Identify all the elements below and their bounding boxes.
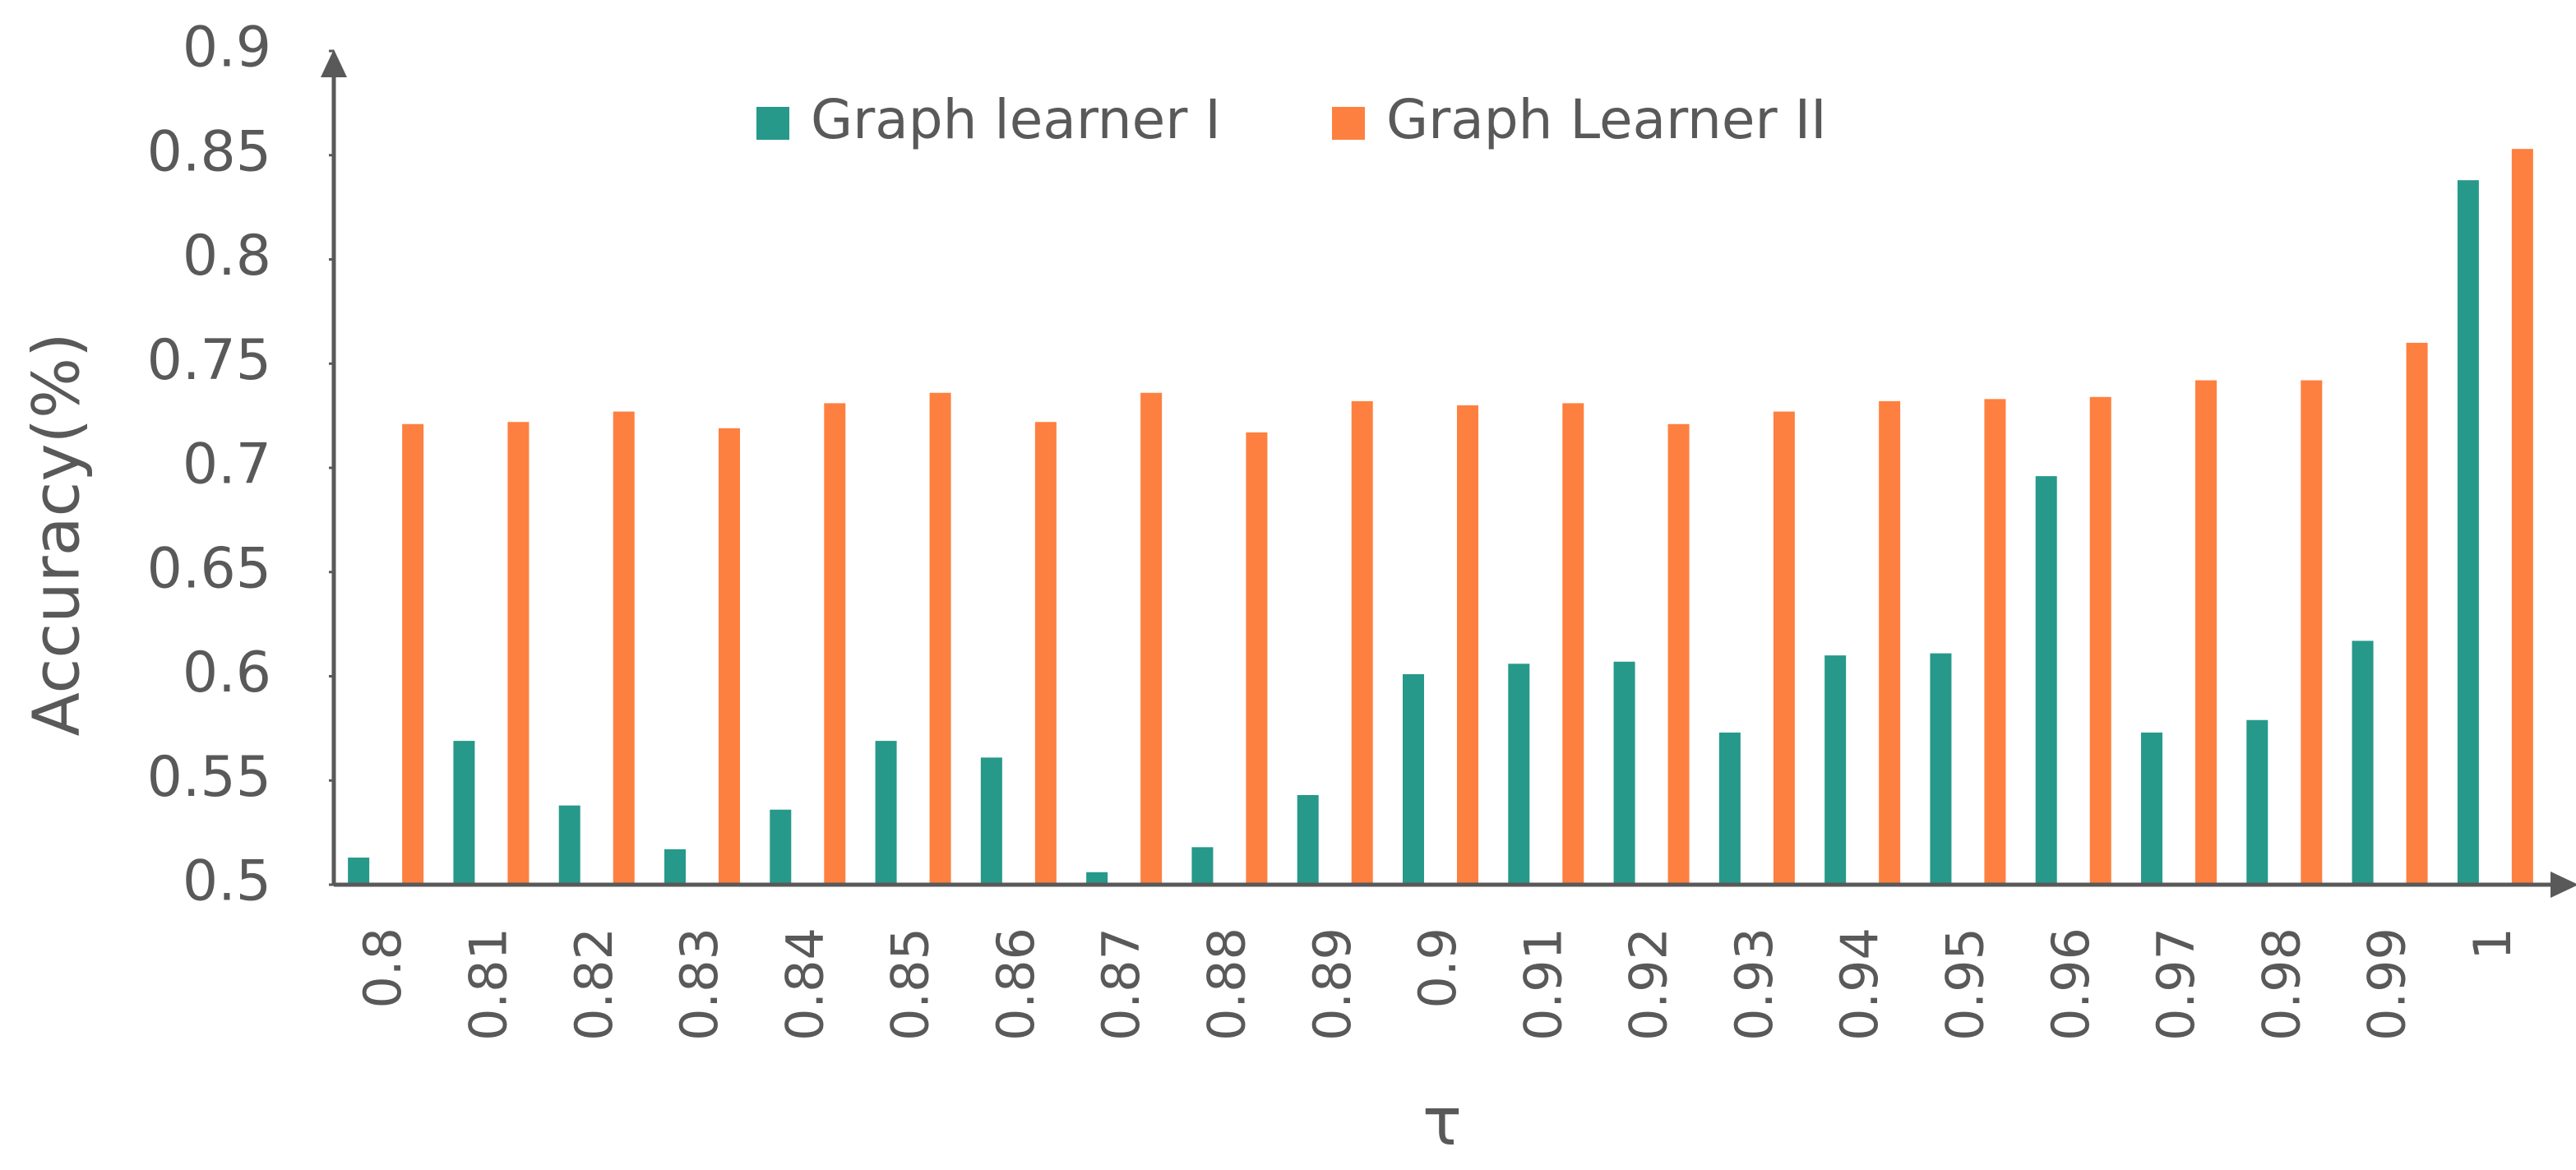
x-tick-label: 0.92 <box>1619 927 1679 1041</box>
bar <box>1034 422 1057 885</box>
x-tick-label: 0.91 <box>1513 927 1573 1041</box>
y-tick-label: 0.55 <box>147 745 271 810</box>
bar <box>1879 400 1901 885</box>
x-tick-label: 0.85 <box>881 927 941 1041</box>
x-tick-label: 1 <box>2463 927 2523 960</box>
x-tick-label: 0.93 <box>1724 927 1784 1041</box>
x-axis-label: τ <box>1422 1084 1462 1160</box>
x-tick-label: 0.9 <box>1408 927 1468 1009</box>
bar <box>2511 149 2533 885</box>
bar <box>1667 423 1690 885</box>
bar <box>2352 640 2374 885</box>
y-tick-label: 0.9 <box>183 16 271 81</box>
x-tick-label: 0.81 <box>459 927 519 1041</box>
bar <box>453 741 475 885</box>
y-tick-label: 0.8 <box>183 224 271 289</box>
x-tick-label: 0.86 <box>986 927 1046 1041</box>
x-tick-label: 0.98 <box>2251 927 2311 1041</box>
bar <box>1403 673 1424 885</box>
x-tick-label: 0.96 <box>2041 927 2101 1041</box>
bar <box>1246 432 1268 885</box>
x-tick-label: 0.89 <box>1302 927 1362 1041</box>
bar <box>348 858 370 885</box>
bar <box>1984 399 2006 886</box>
bar <box>2035 476 2057 885</box>
bar <box>980 757 1002 885</box>
y-axis-label: Accuracy(%) <box>20 332 94 736</box>
bar <box>1086 872 1108 885</box>
bar <box>1351 400 1373 885</box>
bar <box>1613 661 1635 885</box>
x-tick-label: 0.84 <box>775 927 835 1041</box>
bar <box>2406 342 2428 885</box>
bar <box>1718 732 1741 885</box>
bar <box>1930 653 1952 885</box>
x-tick-label: 0.83 <box>669 927 729 1041</box>
x-tick-label: 0.88 <box>1197 927 1257 1041</box>
bar <box>613 411 635 885</box>
x-axis-arrow <box>2551 872 2576 898</box>
bar <box>1824 655 1847 885</box>
bar <box>664 849 686 885</box>
bar <box>719 428 740 885</box>
y-tick-label: 0.6 <box>183 640 271 705</box>
bar <box>1562 403 1584 885</box>
bar <box>1457 405 1478 885</box>
bar <box>558 805 580 885</box>
bar <box>1297 794 1319 885</box>
x-tick-label: 0.95 <box>1935 927 1996 1041</box>
x-tick-label: 0.87 <box>1091 927 1151 1041</box>
y-axis-arrow <box>321 49 347 77</box>
y-tick-label: 0.75 <box>147 328 271 393</box>
bar <box>2089 396 2111 885</box>
y-tick-label: 0.85 <box>147 119 271 184</box>
x-tick-label: 0.99 <box>2357 927 2417 1041</box>
bar <box>2195 380 2217 885</box>
bar <box>2141 732 2162 885</box>
legend-swatch <box>756 107 789 140</box>
bar <box>1773 411 1795 885</box>
legend-label: Graph Learner II <box>1386 88 1827 151</box>
y-tick-label: 0.5 <box>183 849 271 914</box>
bar <box>824 403 846 885</box>
x-tick-label: 0.97 <box>2146 927 2206 1041</box>
bar <box>2246 719 2268 885</box>
x-tick-label: 0.82 <box>564 927 624 1041</box>
bar <box>770 809 792 885</box>
bar <box>1140 392 1163 885</box>
y-tick-label: 0.7 <box>183 432 271 497</box>
bar <box>2301 380 2323 885</box>
bar <box>1191 847 1214 885</box>
x-tick-label: 0.94 <box>1829 927 1889 1041</box>
bar <box>2457 180 2479 886</box>
legend-label: Graph learner I <box>811 88 1221 151</box>
bar <box>1508 664 1530 885</box>
bar <box>402 423 424 885</box>
bar <box>929 392 951 885</box>
bar <box>507 422 530 885</box>
y-tick-label: 0.65 <box>147 536 271 601</box>
legend-swatch <box>1332 107 1365 140</box>
x-tick-label: 0.8 <box>353 927 413 1009</box>
bar <box>875 741 897 885</box>
